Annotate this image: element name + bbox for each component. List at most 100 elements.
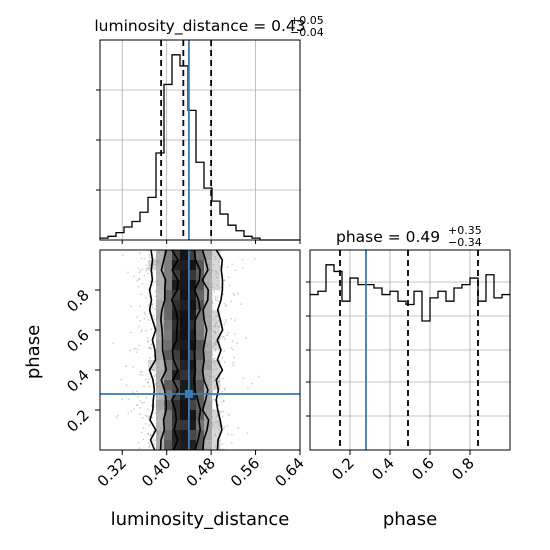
- density-cell: [156, 350, 165, 361]
- sample-point: [208, 283, 211, 286]
- density-cell: [172, 250, 181, 261]
- sample-point: [217, 422, 220, 425]
- density-cell: [172, 290, 181, 301]
- sample-point: [149, 434, 152, 437]
- density-cell: [204, 390, 213, 401]
- sample-point: [157, 252, 160, 255]
- sample-point: [218, 380, 221, 383]
- density-cell: [204, 360, 213, 371]
- sample-point: [147, 304, 150, 307]
- sample-point: [130, 410, 133, 413]
- density-cell: [188, 360, 197, 371]
- sample-point: [155, 319, 158, 322]
- sample-point: [130, 305, 133, 308]
- sample-point: [207, 383, 209, 386]
- sample-point: [158, 405, 161, 407]
- density-cell: [188, 260, 197, 271]
- density-cell: [156, 380, 165, 391]
- density-cell: [172, 420, 181, 431]
- sample-point: [212, 343, 215, 345]
- sample-point: [148, 256, 151, 259]
- sample-point: [147, 432, 150, 435]
- sample-point: [228, 284, 231, 287]
- sample-point: [139, 400, 142, 402]
- density-cell: [180, 260, 189, 271]
- sample-point: [154, 362, 157, 365]
- sample-point: [137, 267, 140, 270]
- sample-point: [212, 409, 215, 412]
- density-cell: [212, 280, 221, 291]
- sample-point: [237, 292, 240, 295]
- sample-point: [148, 444, 151, 447]
- sample-point: [214, 325, 217, 328]
- sample-point: [210, 275, 213, 278]
- sample-point: [214, 445, 217, 448]
- sample-point: [136, 316, 139, 319]
- sample-point: [225, 305, 227, 307]
- sample-point: [218, 319, 220, 322]
- sample-point: [234, 269, 237, 272]
- density-cell: [188, 310, 197, 321]
- sample-point: [212, 330, 215, 333]
- density-cell: [156, 280, 165, 291]
- sample-point: [207, 437, 210, 440]
- sample-point: [147, 381, 150, 383]
- sample-point: [232, 361, 235, 364]
- sample-point: [138, 447, 141, 450]
- sample-point: [213, 357, 216, 360]
- density-cell: [188, 320, 197, 331]
- density-cell: [212, 270, 221, 281]
- sample-point: [226, 424, 229, 427]
- sample-point: [217, 404, 220, 407]
- density-cell: [164, 260, 173, 271]
- density-cell: [180, 270, 189, 281]
- sample-point: [203, 396, 206, 399]
- density-cell: [180, 280, 189, 291]
- sample-point: [204, 342, 207, 345]
- sample-point: [210, 371, 213, 374]
- sample-point: [211, 361, 214, 364]
- phase-histogram-panel: 0.2 0.4 0.6 0.8: [306, 249, 511, 484]
- density-cell: [180, 440, 189, 450]
- sample-point: [153, 258, 156, 261]
- sample-point: [211, 283, 214, 286]
- sample-point: [141, 283, 144, 285]
- sample-point: [207, 360, 209, 363]
- sample-point: [214, 323, 217, 325]
- density-cell: [212, 260, 221, 271]
- sample-point: [157, 361, 160, 364]
- density-cell: [180, 310, 189, 321]
- sample-point: [154, 280, 157, 283]
- sample-point: [213, 361, 216, 364]
- sample-point: [141, 328, 143, 331]
- sample-point: [215, 340, 218, 343]
- sample-point: [207, 396, 210, 399]
- sample-point: [214, 434, 217, 437]
- joint-posterior-panel: 0.32 0.40 0.48 0.56 0.64 0.2 0.4 0.6 0.8: [63, 249, 308, 490]
- sample-point: [138, 278, 141, 281]
- sample-point: [209, 343, 211, 346]
- density-cell: [180, 370, 189, 381]
- density-cell: [156, 250, 165, 261]
- sample-point: [152, 438, 155, 441]
- sample-point: [162, 310, 165, 313]
- density-cell: [204, 370, 213, 381]
- density-cell: [196, 350, 205, 361]
- density-cell: [180, 380, 189, 391]
- sample-point: [149, 346, 152, 349]
- sample-point: [212, 368, 215, 371]
- density-cell: [188, 250, 197, 261]
- contour-line-5: [215, 250, 224, 450]
- sample-point: [212, 398, 215, 401]
- sample-point: [141, 374, 144, 376]
- luminosity-distance-title-text: luminosity_distance = 0.43: [94, 17, 305, 36]
- density-cell: [156, 390, 165, 401]
- sample-point: [204, 264, 207, 266]
- density-cell: [156, 420, 165, 431]
- sample-point: [222, 410, 225, 413]
- sample-point: [149, 434, 152, 437]
- sample-point: [205, 443, 207, 446]
- sample-point: [148, 424, 151, 427]
- sample-point: [157, 441, 160, 443]
